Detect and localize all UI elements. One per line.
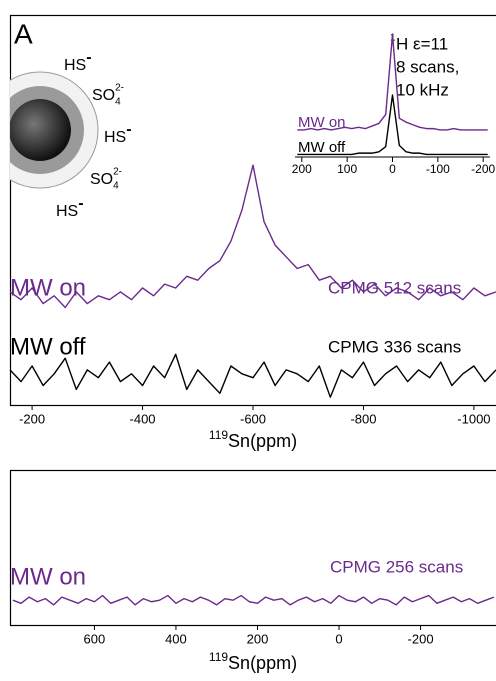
species-label: SO (92, 87, 115, 104)
spectrum-line (12, 594, 495, 606)
particle-core (10, 99, 71, 161)
species-superscript: 2- (113, 167, 122, 178)
x-tick-label: -800 (350, 411, 376, 426)
x-tick-label: -200 (471, 162, 495, 176)
series-label: MW off (298, 139, 346, 156)
series-label: MW on (10, 274, 86, 301)
x-tick-label: -200 (19, 411, 45, 426)
x-axis-title: 119Sn(ppm) (209, 428, 297, 451)
series-label: MW off (10, 333, 86, 360)
x-tick-label: -1000 (457, 411, 490, 426)
series-label: MW on (298, 114, 346, 131)
x-tick-label: -200 (408, 631, 434, 646)
annotation: CPMG 256 scans (330, 557, 463, 576)
species-label: HS (56, 203, 78, 220)
x-tick-label: -600 (240, 411, 266, 426)
inset-note: H ε=11 (396, 34, 448, 53)
x-tick-label: 400 (165, 631, 187, 646)
x-tick-label: 0 (389, 162, 396, 176)
series-label: MW on (10, 563, 86, 590)
annotation: CPMG 512 scans (328, 278, 461, 297)
species-superscript: - (86, 49, 91, 66)
annotation: CPMG 336 scans (328, 337, 461, 356)
species-superscript: 2- (115, 83, 124, 94)
species-label: SO (90, 171, 113, 188)
panel-label: A (14, 18, 33, 49)
x-tick-label: 100 (337, 162, 357, 176)
spectrum-line (297, 94, 488, 156)
species-label: HS (64, 57, 86, 74)
x-axis-title-superscript: 119 (209, 428, 228, 442)
inset-note: 8 scans, (396, 57, 459, 76)
spectrum-line (9, 164, 496, 309)
x-tick-label: 600 (84, 631, 106, 646)
x-tick-label: 200 (292, 162, 312, 176)
panel-frame (9, 14, 496, 407)
spectrum-line (297, 33, 488, 131)
species-subscript: 4 (113, 181, 119, 192)
x-axis-title-text: Sn(ppm) (228, 653, 297, 673)
species-superscript: - (126, 121, 131, 138)
x-tick-label: -400 (130, 411, 156, 426)
species-subscript: 4 (115, 97, 121, 108)
inset-note: 10 kHz (396, 80, 449, 99)
x-axis-title-superscript: 119 (209, 650, 228, 664)
particle (10, 71, 99, 189)
species-label: HS (104, 129, 126, 146)
panel-frame (9, 469, 496, 627)
x-tick-label: 0 (335, 631, 342, 646)
spectrum-line (9, 353, 496, 398)
x-tick-label: 200 (247, 631, 269, 646)
x-axis-title-text: Sn(ppm) (228, 431, 297, 451)
species-superscript: - (78, 195, 83, 212)
x-tick-label: -100 (426, 162, 450, 176)
x-axis-title: 119Sn(ppm) (209, 650, 297, 673)
